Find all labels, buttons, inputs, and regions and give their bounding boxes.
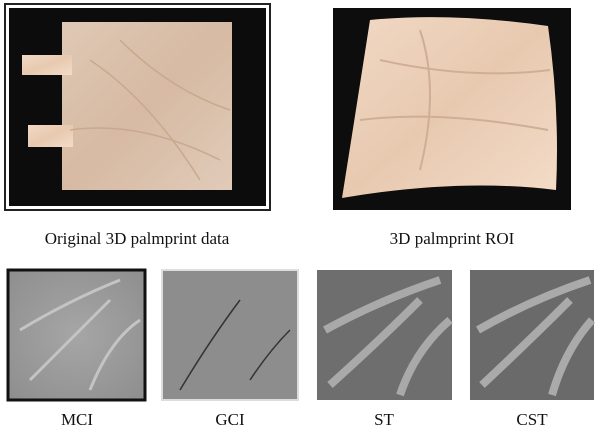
mci-image (8, 270, 145, 400)
original-data-image (5, 4, 270, 210)
figure: Original 3D palmprint data 3D palmprint … (0, 0, 598, 436)
caption: Original 3D palmprint data (45, 229, 230, 248)
caption: 3D palmprint ROI (390, 229, 515, 248)
cst-image (470, 270, 594, 400)
caption: GCI (215, 410, 245, 429)
caption: CST (516, 410, 548, 429)
st-image (317, 270, 452, 400)
roi-image (333, 8, 571, 210)
caption: ST (374, 410, 394, 429)
gci-image (162, 270, 298, 400)
caption: MCI (61, 410, 93, 429)
